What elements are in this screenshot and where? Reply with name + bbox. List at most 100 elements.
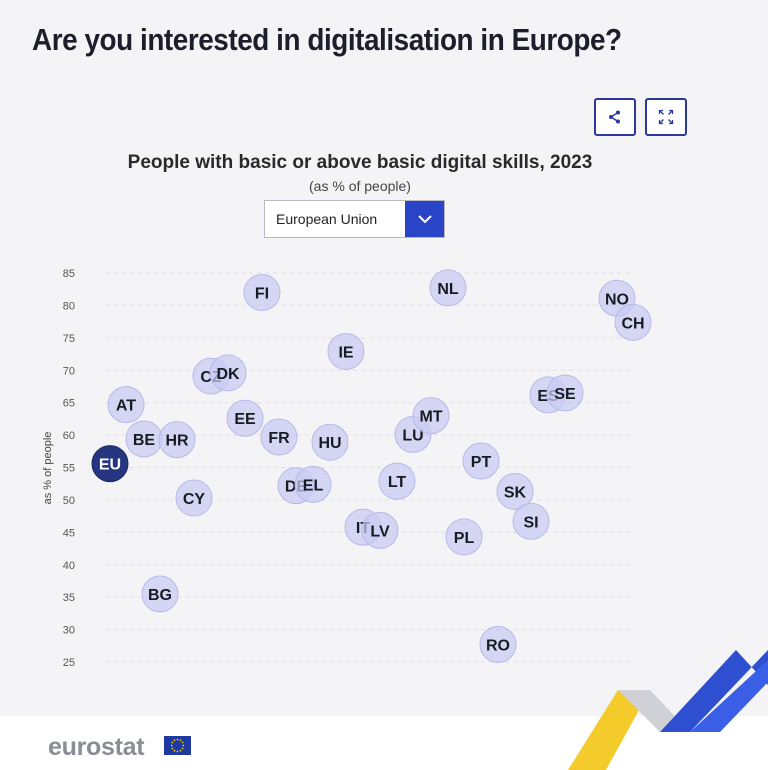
- point-label: RO: [486, 637, 510, 654]
- point-marker[interactable]: [311, 423, 349, 461]
- point-label: BE: [133, 432, 156, 449]
- data-point-eu[interactable]: EU: [91, 445, 129, 483]
- data-point-dk[interactable]: DK: [209, 354, 247, 392]
- point-label: FI: [255, 285, 269, 302]
- point-marker[interactable]: [91, 445, 129, 483]
- point-label: EL: [303, 477, 324, 494]
- data-point-si[interactable]: SI: [512, 502, 550, 540]
- point-label: LU: [402, 427, 423, 444]
- point-marker[interactable]: [412, 397, 450, 435]
- y-tick-label: 65: [63, 398, 75, 410]
- y-tick-label: 55: [63, 463, 75, 475]
- y-tick-label: 80: [63, 300, 75, 312]
- y-tick-label: 50: [63, 495, 75, 507]
- point-label: BG: [148, 587, 172, 604]
- y-tick-label: 70: [63, 365, 75, 377]
- data-point-pt[interactable]: PT: [462, 442, 500, 480]
- point-marker[interactable]: [462, 442, 500, 480]
- point-marker[interactable]: [175, 479, 213, 517]
- point-label: CY: [183, 491, 206, 508]
- country-select-toggle[interactable]: [405, 201, 444, 237]
- country-select[interactable]: European Union: [264, 200, 445, 238]
- point-label: HU: [318, 435, 341, 452]
- point-label: SI: [523, 514, 538, 531]
- point-marker[interactable]: [243, 273, 281, 311]
- point-marker[interactable]: [361, 511, 399, 549]
- point-label: EU: [99, 457, 121, 474]
- point-marker[interactable]: [158, 421, 196, 459]
- data-point-mt[interactable]: MT: [412, 397, 450, 435]
- eu-flag-icon: [164, 736, 191, 755]
- y-axis-ticks: 85 80 75 70 65 60 55 50 45 40 35 30 25: [63, 268, 75, 669]
- point-label: SK: [504, 484, 527, 501]
- point-marker[interactable]: [226, 399, 264, 437]
- expand-icon: [658, 109, 674, 125]
- points-layer: EUATBEBGHRCYCZDKEEFIFRDEELHUIEITLVLTLUMT…: [91, 269, 652, 663]
- country-select-value: European Union: [276, 211, 378, 227]
- data-point-cy[interactable]: CY: [175, 479, 213, 517]
- data-point-at[interactable]: AT: [107, 386, 145, 424]
- page-title: Are you interested in digitalisation in …: [32, 22, 622, 57]
- data-point-ie[interactable]: IE: [327, 332, 365, 370]
- share-icon: [609, 110, 620, 124]
- point-label: CH: [621, 315, 644, 332]
- y-tick-label: 45: [63, 527, 75, 539]
- data-point-hu[interactable]: HU: [311, 423, 349, 461]
- eurostat-logo[interactable]: eurostat: [48, 733, 145, 761]
- point-marker[interactable]: [496, 472, 534, 510]
- data-point-ch[interactable]: CH: [614, 303, 652, 341]
- data-point-lv[interactable]: LV: [361, 511, 399, 549]
- data-point-hr[interactable]: HR: [158, 421, 196, 459]
- data-point-pl[interactable]: PL: [445, 518, 483, 556]
- point-marker[interactable]: [141, 575, 179, 613]
- point-marker[interactable]: [429, 269, 467, 307]
- point-marker[interactable]: [479, 625, 517, 663]
- point-marker[interactable]: [107, 386, 145, 424]
- fullscreen-button[interactable]: [645, 98, 687, 136]
- point-marker[interactable]: [209, 354, 247, 392]
- point-label: SE: [554, 386, 576, 403]
- share-button[interactable]: [594, 98, 636, 136]
- data-point-el[interactable]: EL: [294, 465, 332, 503]
- point-label: NL: [437, 281, 459, 298]
- point-label: LV: [370, 523, 390, 540]
- point-label: PL: [454, 530, 475, 547]
- data-point-nl[interactable]: NL: [429, 269, 467, 307]
- point-label: EE: [234, 411, 256, 428]
- footer: [0, 716, 768, 770]
- point-marker[interactable]: [294, 465, 332, 503]
- chart-title: People with basic or above basic digital…: [127, 152, 593, 173]
- point-marker[interactable]: [378, 462, 416, 500]
- data-point-ee[interactable]: EE: [226, 399, 264, 437]
- point-marker[interactable]: [546, 374, 584, 412]
- y-tick-label: 60: [63, 430, 75, 442]
- data-point-fi[interactable]: FI: [243, 273, 281, 311]
- data-point-fr[interactable]: FR: [260, 418, 298, 456]
- data-point-lt[interactable]: LT: [378, 462, 416, 500]
- data-point-se[interactable]: SE: [546, 374, 584, 412]
- chart-subtitle: (as % of people): [309, 178, 411, 194]
- y-tick-label: 85: [63, 268, 75, 280]
- point-marker[interactable]: [614, 303, 652, 341]
- point-label: AT: [116, 398, 136, 415]
- y-tick-label: 40: [63, 560, 75, 572]
- point-marker[interactable]: [445, 518, 483, 556]
- y-axis-label: as % of people: [42, 432, 54, 505]
- point-marker[interactable]: [260, 418, 298, 456]
- y-tick-label: 30: [63, 625, 75, 637]
- scatter-chart: 85 80 75 70 65 60 55 50 45 40 35 30 25 as % of peopl…: [42, 268, 652, 669]
- y-tick-label: 75: [63, 333, 75, 345]
- point-label: NO: [605, 291, 629, 308]
- data-point-ro[interactable]: RO: [479, 625, 517, 663]
- point-marker[interactable]: [327, 332, 365, 370]
- point-label: HR: [165, 433, 189, 450]
- point-label: MT: [419, 409, 442, 426]
- data-point-sk[interactable]: SK: [496, 472, 534, 510]
- point-label: IE: [338, 344, 353, 361]
- data-point-be[interactable]: BE: [125, 420, 163, 458]
- point-label: PT: [471, 454, 492, 471]
- point-marker[interactable]: [512, 502, 550, 540]
- y-tick-label: 35: [63, 592, 75, 604]
- data-point-bg[interactable]: BG: [141, 575, 179, 613]
